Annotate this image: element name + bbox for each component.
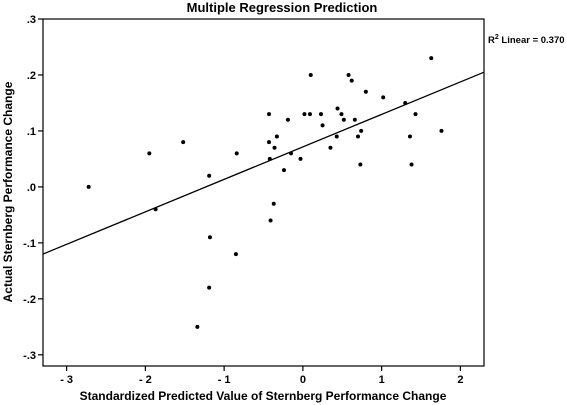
data-point xyxy=(274,134,279,139)
data-point xyxy=(439,128,444,133)
data-points xyxy=(86,56,444,329)
data-point xyxy=(285,117,290,122)
data-point xyxy=(318,112,323,117)
data-point xyxy=(272,145,277,150)
data-point xyxy=(195,324,200,329)
data-point xyxy=(308,72,313,77)
data-point xyxy=(358,162,363,167)
data-point xyxy=(335,106,340,111)
y-tick-label: .1 xyxy=(27,126,36,138)
data-point xyxy=(409,162,414,167)
y-tick-label: -.2 xyxy=(23,294,36,306)
data-point xyxy=(356,134,360,139)
x-tick-label: - 3 xyxy=(60,374,73,386)
axis-ticks: - 3 - 2 - 1 0 1 2 .3 .2 .1 .0 -.1 -.2 -.3 xyxy=(23,14,463,386)
data-point xyxy=(302,112,307,117)
data-point xyxy=(271,201,276,206)
y-tick-label: -.3 xyxy=(23,350,36,362)
data-point xyxy=(207,173,212,178)
data-point xyxy=(267,112,272,117)
data-point xyxy=(334,134,339,139)
data-point xyxy=(352,117,357,122)
regression-fit-line xyxy=(42,71,485,255)
x-tick-label: 1 xyxy=(379,374,385,386)
y-axis-title: Actual Sternberg Performance Change xyxy=(1,81,15,302)
y-tick-label: .2 xyxy=(27,70,36,82)
data-point xyxy=(207,285,212,290)
data-point xyxy=(328,145,333,150)
data-point xyxy=(147,151,152,156)
data-point xyxy=(349,78,354,83)
r-squared-label: R2 Linear = 0.370 xyxy=(488,34,565,46)
data-point xyxy=(281,168,286,173)
data-point xyxy=(268,218,273,223)
data-point xyxy=(381,95,386,100)
data-point xyxy=(359,128,364,133)
data-point xyxy=(363,89,368,94)
x-axis-title: Standardized Predicted Value of Sternber… xyxy=(80,389,447,403)
data-point xyxy=(413,112,418,117)
data-point xyxy=(339,112,344,117)
y-tick-label: .0 xyxy=(27,182,36,194)
x-tick-label: - 1 xyxy=(218,374,231,386)
data-point xyxy=(207,235,212,240)
data-point xyxy=(429,56,434,61)
data-point xyxy=(307,112,312,117)
data-point xyxy=(320,123,325,128)
plot-area xyxy=(42,18,485,367)
chart-title: Multiple Regression Prediction xyxy=(187,0,378,15)
x-tick-label: 0 xyxy=(300,374,306,386)
data-point xyxy=(234,151,239,156)
data-point xyxy=(407,134,412,139)
data-point xyxy=(341,117,346,122)
data-point xyxy=(86,184,91,189)
data-point xyxy=(267,140,272,145)
data-point xyxy=(346,72,351,77)
y-tick-label: -.1 xyxy=(23,238,36,250)
y-tick-label: .3 xyxy=(27,14,36,26)
x-tick-label: 2 xyxy=(457,374,463,386)
x-tick-label: - 2 xyxy=(139,374,152,386)
data-point xyxy=(298,156,303,161)
data-point xyxy=(181,140,186,145)
data-point xyxy=(233,252,238,257)
